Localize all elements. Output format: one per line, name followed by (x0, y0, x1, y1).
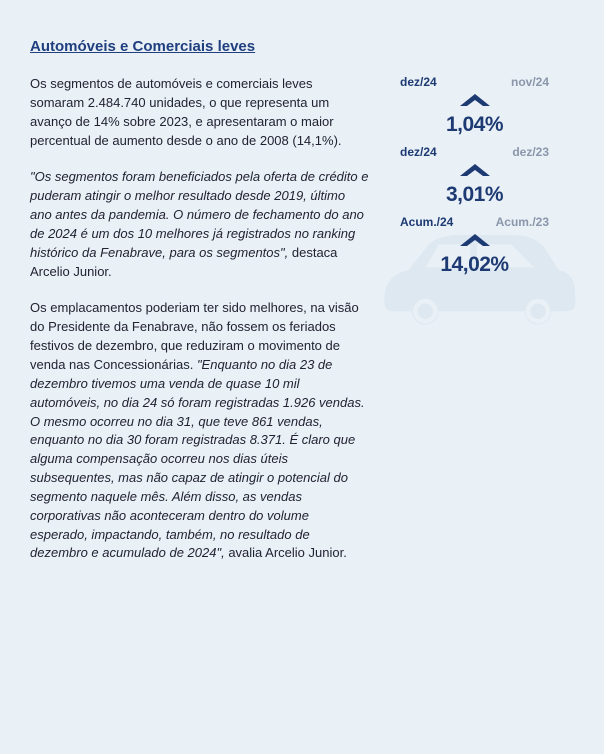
paragraph-2: "Os segmentos foram beneficiados pela of… (30, 168, 370, 281)
stat-labels: Acum./24 Acum./23 (392, 215, 557, 229)
stat-prev-label: nov/24 (511, 75, 549, 89)
section-title: Automóveis e Comerciais leves (30, 38, 576, 55)
stat-block: Acum./24 Acum./23 14,02% (392, 215, 557, 277)
content-row: Os segmentos de automóveis e comerciais … (30, 75, 576, 581)
stat-prev-label: dez/23 (512, 145, 549, 159)
quote-text: "Enquanto no dia 23 de dezembro tivemos … (30, 357, 365, 560)
stat-prev-label: Acum./23 (496, 215, 549, 229)
paragraph-1: Os segmentos de automóveis e comerciais … (30, 75, 370, 150)
stat-current-label: Acum./24 (400, 215, 453, 229)
stats-column: dez/24 nov/24 1,04% dez/24 dez/23 3,01% (392, 75, 562, 581)
stat-labels: dez/24 dez/23 (392, 145, 557, 159)
stat-block: dez/24 nov/24 1,04% (392, 75, 557, 137)
stat-value: 1,04% (392, 113, 557, 137)
attribution: avalia Arcelio Junior. (228, 545, 347, 560)
stat-current-label: dez/24 (400, 75, 437, 89)
stat-block: dez/24 dez/23 3,01% (392, 145, 557, 207)
stat-labels: dez/24 nov/24 (392, 75, 557, 89)
paragraph-3: Os emplacamentos poderiam ter sido melho… (30, 299, 370, 563)
stat-value: 3,01% (392, 183, 557, 207)
stat-current-label: dez/24 (400, 145, 437, 159)
stat-value: 14,02% (392, 253, 557, 277)
text-column: Os segmentos de automóveis e comerciais … (30, 75, 370, 581)
